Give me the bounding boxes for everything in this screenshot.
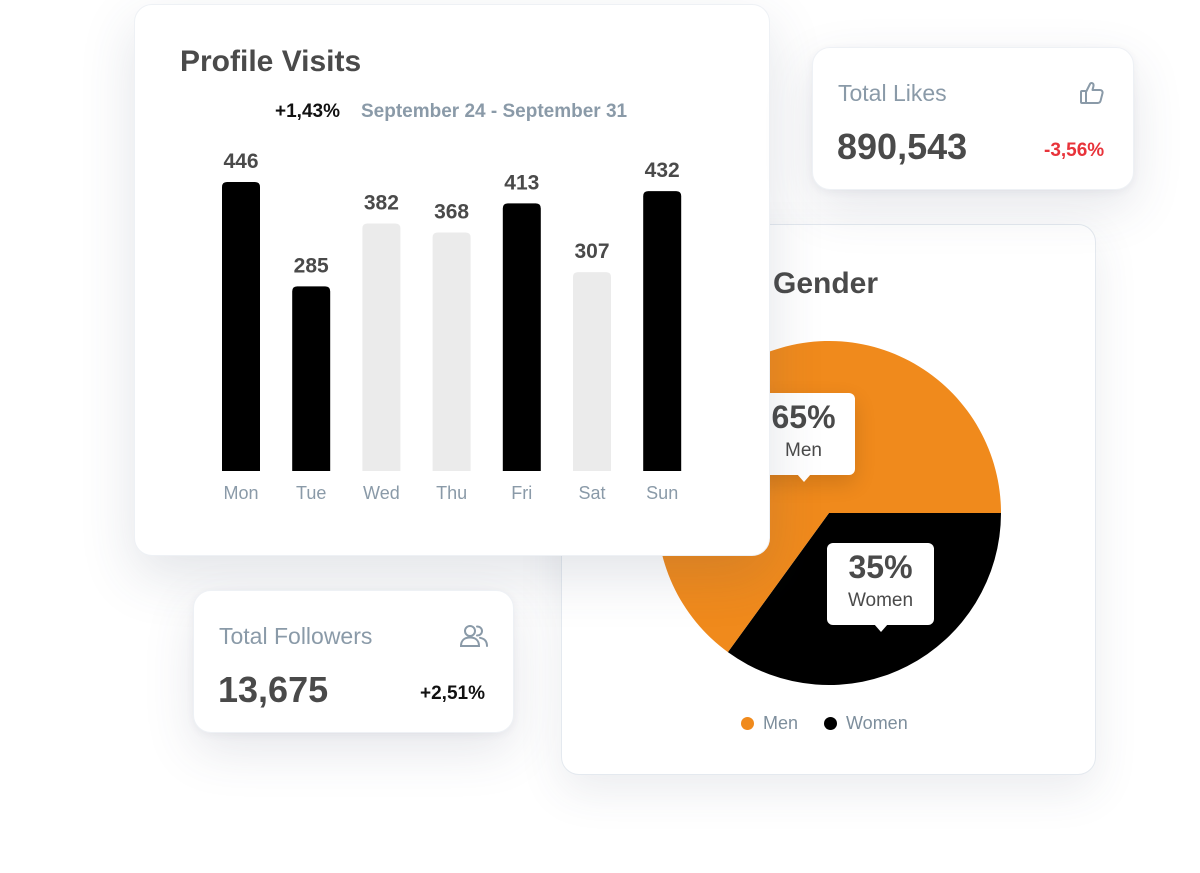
legend-item-women[interactable]: Women [824, 713, 908, 734]
total-likes-label: Total Likes [838, 80, 947, 106]
bar-sun[interactable] [643, 191, 682, 471]
bar-value-label: 307 [574, 240, 609, 263]
tooltip-women-label: Women [847, 590, 914, 611]
bar-tue[interactable] [292, 286, 331, 471]
bar-value-label: 382 [364, 191, 399, 214]
bar-sat[interactable] [573, 272, 611, 471]
profile-visits-card: Profile Visits +1,43% September 24 - Sep… [134, 4, 770, 556]
bar-mon[interactable] [222, 182, 260, 471]
gender-title: Gender [773, 267, 879, 300]
x-tick-label: Thu [436, 483, 467, 503]
tooltip-men-label: Men [785, 440, 822, 461]
total-likes-card: Total Likes 890,543 -3,56% [812, 47, 1134, 190]
bar-value-label: 432 [645, 159, 680, 182]
x-tick-label: Sat [578, 483, 605, 503]
bar-value-label: 368 [434, 201, 469, 224]
tooltip-women: 35% Women [827, 543, 934, 632]
total-likes-value: 890,543 [837, 126, 968, 167]
profile-visits-bar-chart: 446 Mon 285 Tue 382 Wed 368 Thu 413 Fri 307 Sat 432 S… [222, 150, 682, 503]
x-tick-label: Fri [511, 483, 532, 503]
tooltip-women-percent: 35% [848, 549, 913, 585]
x-tick-label: Sun [646, 483, 678, 503]
bar-value-label: 413 [504, 171, 539, 194]
bar-wed[interactable] [362, 223, 401, 471]
bar-thu[interactable] [432, 232, 471, 471]
profile-visits-title: Profile Visits [180, 45, 362, 78]
total-followers-value: 13,675 [218, 669, 329, 710]
bar-value-label: 285 [294, 254, 329, 277]
profile-visits-change: +1,43% [275, 101, 340, 122]
bar-fri[interactable] [502, 203, 541, 471]
x-tick-label: Tue [296, 483, 326, 503]
bar-value-label: 446 [223, 150, 258, 173]
legend-label-men: Men [763, 713, 799, 733]
legend-item-men[interactable]: Men [741, 713, 798, 734]
total-followers-label: Total Followers [219, 623, 373, 649]
users-icon [459, 625, 488, 647]
legend-dot-men [741, 717, 754, 730]
legend-dot-women [824, 717, 838, 730]
total-likes-change: -3,56% [1044, 140, 1105, 161]
thumbs-up-icon [1080, 81, 1104, 104]
x-tick-label: Wed [363, 483, 400, 503]
total-followers-card: Total Followers 13,675 +2,51% [193, 590, 514, 733]
legend-label-women: Women [846, 713, 908, 733]
x-tick-label: Mon [223, 483, 258, 503]
tooltip-men-percent: 65% [771, 399, 836, 435]
total-followers-change: +2,51% [420, 683, 485, 704]
profile-visits-date-range[interactable]: September 24 - September 31 [361, 101, 628, 122]
gender-legend: Men Women [741, 713, 908, 734]
gender-card: Gender 65% Men 35% Women Men Women [561, 224, 1096, 775]
